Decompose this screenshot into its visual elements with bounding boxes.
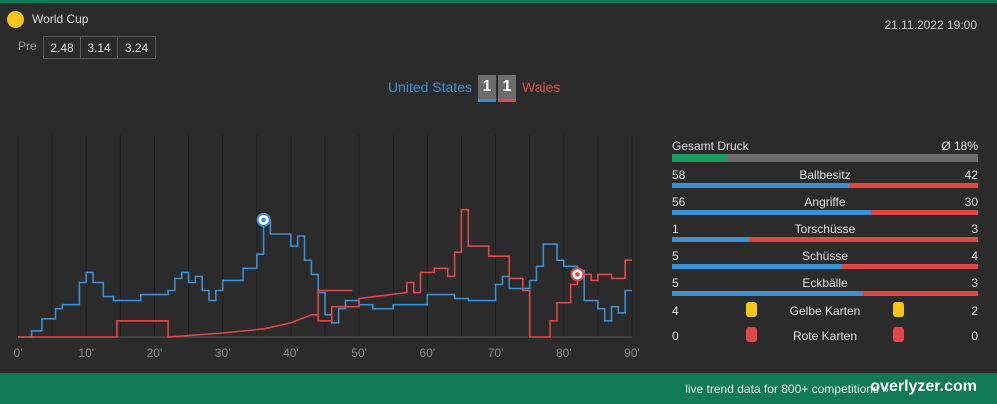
- card-away-value: 0: [971, 329, 978, 343]
- x-tick-label: 90': [624, 346, 640, 360]
- stat-bar: [672, 237, 978, 242]
- red-card-icon: [893, 327, 904, 342]
- odds-home[interactable]: 2.48: [44, 37, 81, 58]
- trend-chart-svg: 0' 10' 20' 30' 40' 50' 60' 70' 80' 90': [14, 135, 640, 360]
- x-tick-label: 10': [78, 346, 94, 360]
- stat-label: Angriffe: [804, 195, 846, 209]
- match-datetime: 21.11.2022 19:00: [884, 18, 977, 32]
- stat-home-value: 56: [672, 195, 686, 209]
- odds-group: 2.48 3.14 3.24: [43, 36, 156, 59]
- stat-row-attacks: 56 Angriffe 30: [672, 190, 978, 217]
- stat-label: Torschüsse: [794, 222, 856, 236]
- stats-panel: Gesamt Druck Ø 18% 58 Ballbesitz 42 56 A…: [672, 138, 978, 348]
- competition-name: World Cup: [32, 12, 89, 26]
- soccer-ball-center: [261, 217, 266, 223]
- card-away-value: 2: [971, 304, 978, 318]
- top-accent-bar: [0, 0, 997, 3]
- card-row-red: 0 Rote Karten 0: [672, 323, 978, 348]
- stat-away-value: 4: [971, 249, 978, 263]
- stat-bar-home: [672, 291, 864, 296]
- stat-label: Ballbesitz: [799, 168, 851, 182]
- soccer-ball-center: [575, 272, 580, 277]
- red-card-icon: [746, 327, 757, 342]
- series-line-united-states: [18, 219, 632, 338]
- home-team-name[interactable]: United States: [387, 79, 472, 95]
- stat-away-value: 3: [971, 276, 978, 290]
- stat-bar: [672, 291, 978, 296]
- match-header: World Cup 21.11.2022 19:00 Pre 2.48 3.14…: [0, 3, 997, 63]
- away-team-name[interactable]: Wales: [522, 79, 561, 95]
- card-row-yellow: 4 Gelbe Karten 2: [672, 298, 978, 323]
- stat-home-value: 5: [672, 276, 679, 290]
- stat-row-corners: 5 Eckbälle 3: [672, 271, 978, 298]
- odds-away[interactable]: 3.24: [124, 40, 149, 55]
- x-tick-label: 40': [283, 346, 299, 360]
- pressure-bar: [672, 154, 978, 162]
- x-tick-label: 70': [488, 346, 504, 360]
- pressure-value: Ø 18%: [941, 139, 978, 153]
- pressure-row: Gesamt Druck Ø 18%: [672, 138, 978, 163]
- stat-away-value: 30: [964, 195, 978, 209]
- x-tick-label: 20': [147, 346, 163, 360]
- x-tick-label: 30': [215, 346, 231, 360]
- stat-away-value: 3: [971, 222, 978, 236]
- yellow-card-icon: [893, 302, 904, 317]
- odds-draw[interactable]: 3.14: [81, 37, 118, 58]
- stat-label: Eckbälle: [802, 276, 848, 290]
- pressure-bar-fill: [672, 154, 728, 162]
- card-label: Rote Karten: [792, 329, 858, 343]
- x-tick-label: 0': [14, 346, 23, 360]
- x-tick-label: 60': [420, 346, 436, 360]
- stat-home-value: 58: [672, 168, 686, 182]
- stat-bar-home: [672, 237, 749, 242]
- yellow-card-icon: [746, 302, 757, 317]
- card-home-value: 4: [672, 304, 679, 318]
- card-label: Gelbe Karten: [789, 304, 861, 318]
- stat-row-shots: 5 Schüsse 4: [672, 244, 978, 271]
- stat-row-possession: 58 Ballbesitz 42: [672, 163, 978, 190]
- card-home-value: 0: [672, 329, 679, 343]
- stat-bar-home: [672, 210, 872, 215]
- stat-bar: [672, 264, 978, 269]
- x-tick-label: 50': [351, 346, 367, 360]
- stat-bar-away: [842, 264, 978, 269]
- stat-bar-away: [849, 183, 978, 188]
- odds-label: Pre: [18, 39, 37, 53]
- stat-home-value: 1: [672, 222, 679, 236]
- away-score: 1: [498, 75, 516, 102]
- footer-banner[interactable]: live trend data for 800+ competitions » …: [0, 373, 997, 404]
- stat-bar: [672, 210, 978, 215]
- stat-bar-away: [863, 291, 978, 296]
- stat-bar-away: [871, 210, 978, 215]
- pressure-label: Gesamt Druck: [672, 139, 749, 153]
- stat-row-shots-on-target: 1 Torschüsse 3: [672, 217, 978, 244]
- stat-home-value: 5: [672, 249, 679, 263]
- footer-brand-link[interactable]: overlyzer.com: [870, 378, 977, 395]
- stat-label: Schüsse: [801, 249, 849, 263]
- footer-tagline: live trend data for 800+ competitions »: [685, 382, 889, 396]
- stat-bar: [672, 183, 978, 188]
- stat-bar-away: [748, 237, 978, 242]
- competition-icon: [7, 11, 24, 28]
- stat-bar-home: [672, 183, 850, 188]
- home-score: 1: [478, 75, 496, 102]
- stat-bar-home: [672, 264, 842, 269]
- trend-chart: 0' 10' 20' 30' 40' 50' 60' 70' 80' 90': [0, 130, 645, 370]
- x-tick-label: 80': [556, 346, 572, 360]
- scoreline: United States 1 1 Wales: [0, 74, 997, 104]
- stat-away-value: 42: [964, 168, 978, 182]
